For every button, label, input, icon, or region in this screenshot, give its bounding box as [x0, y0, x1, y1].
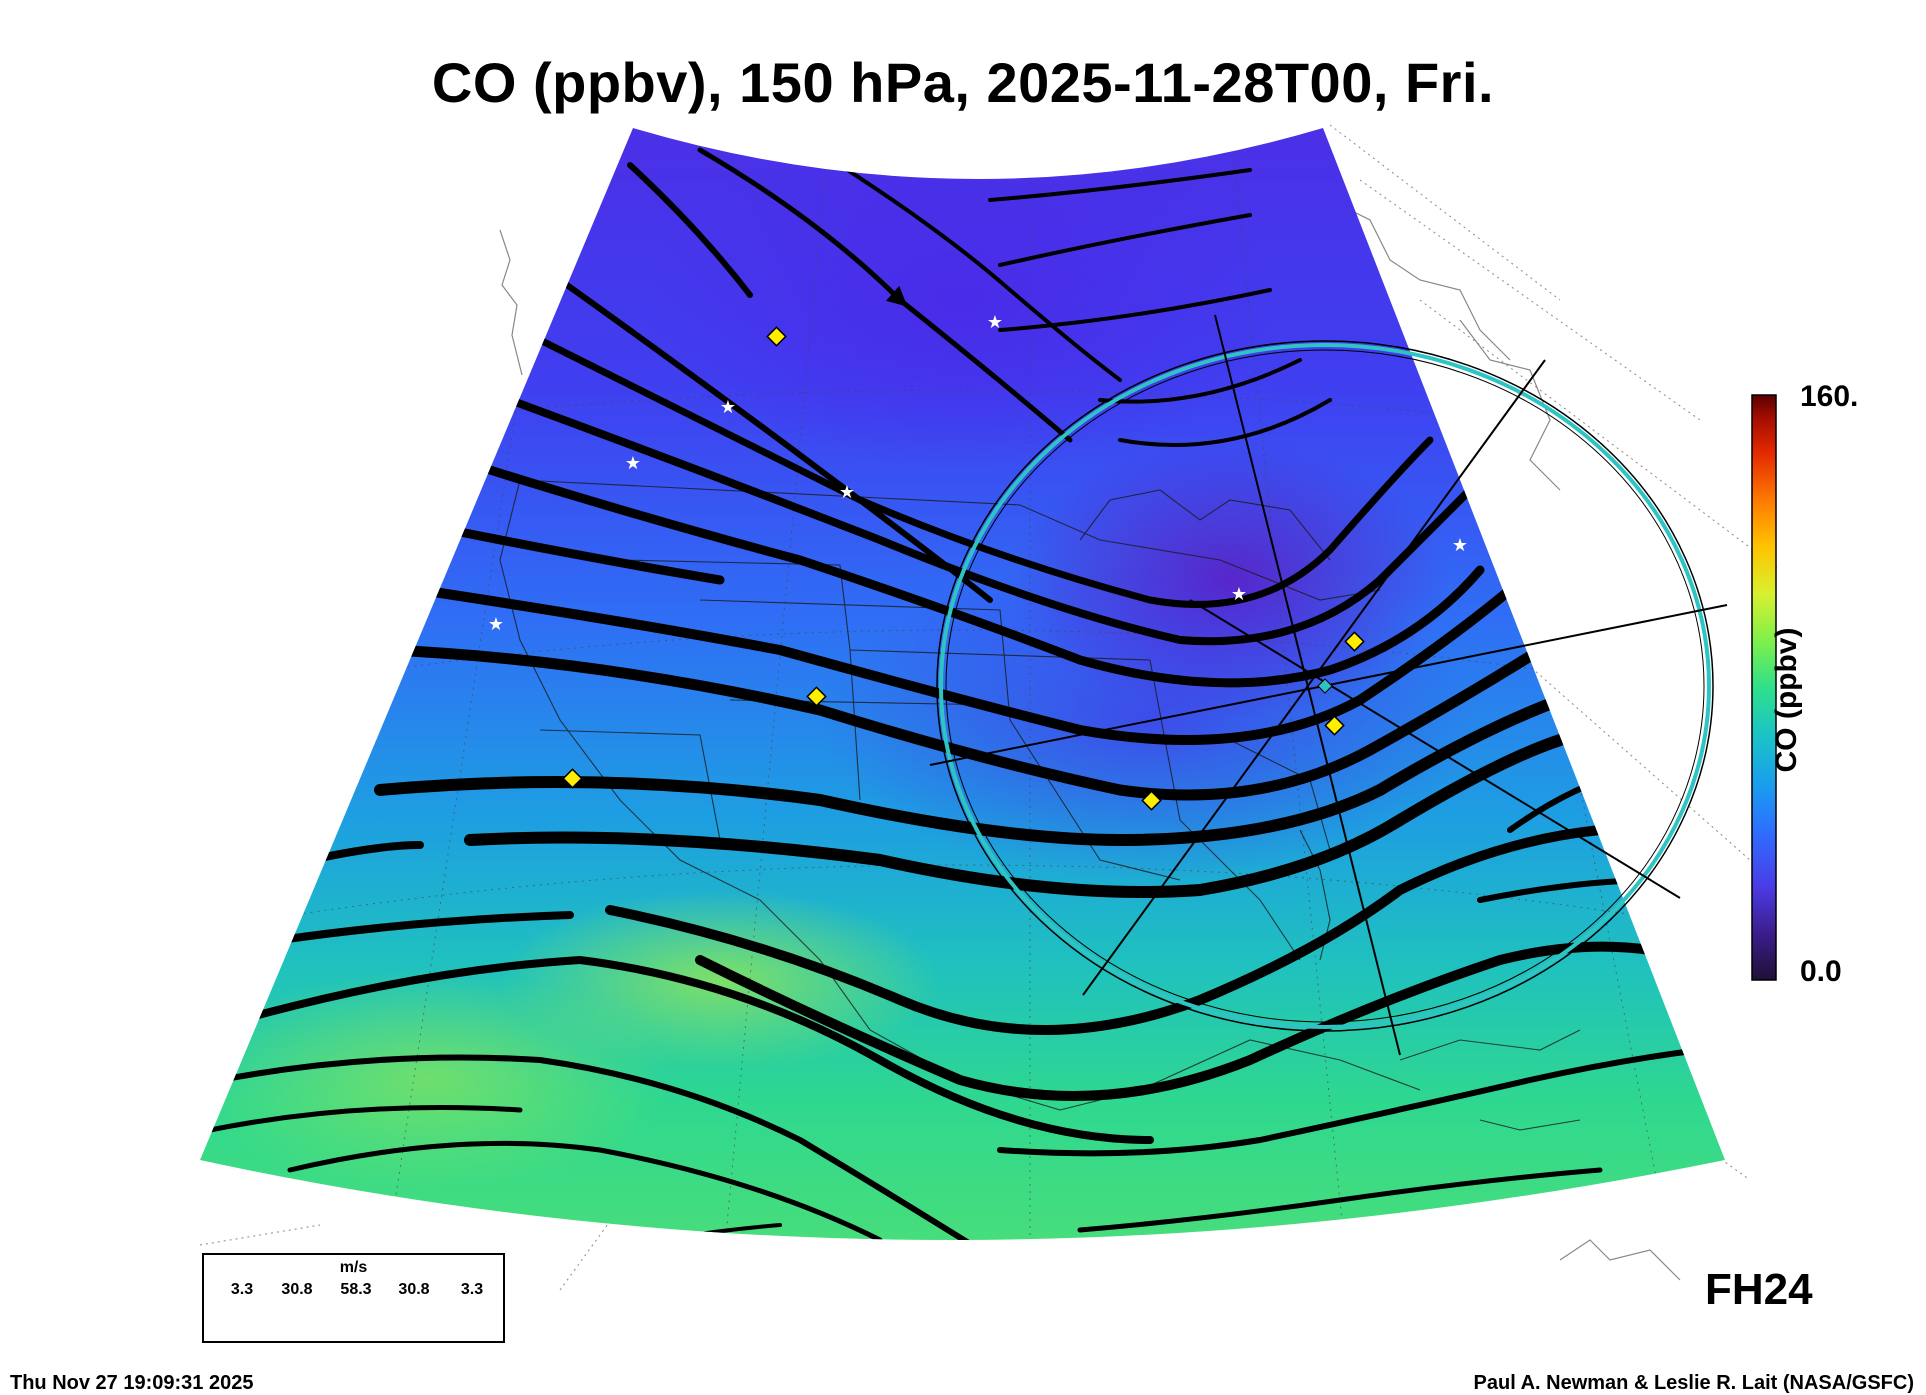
author-credit: Paul A. Newman & Leslie R. Lait (NASA/GS…	[1473, 1372, 1914, 1394]
coastline-outer	[499, 199, 1681, 1281]
colorbar	[1751, 394, 1777, 981]
streamline	[217, 1054, 983, 1240]
streamline	[988, 168, 1252, 202]
streamline	[695, 941, 1655, 1101]
streamline	[997, 1047, 1703, 1157]
wind-legend-value: 30.8	[281, 1281, 313, 1298]
streamline	[1098, 358, 1302, 404]
station-star: ★	[839, 482, 855, 502]
station-diamond	[766, 326, 787, 347]
streamline	[998, 213, 1252, 267]
streamline	[627, 162, 753, 298]
streamline	[445, 525, 725, 585]
streamline	[798, 138, 1122, 382]
streamline	[605, 825, 1605, 1035]
wind-legend-value: 30.8	[398, 1281, 430, 1298]
streamline	[485, 465, 1485, 688]
map-title: CO (ppbv), 150 hPa, 2025-11-28T00, Fri.	[431, 51, 1495, 114]
streamline	[287, 1140, 883, 1240]
station-star: ★	[720, 397, 736, 417]
streamline	[464, 734, 1566, 898]
streamline	[697, 147, 1073, 443]
forecast-hour-label: FH24	[1705, 1265, 1813, 1314]
streamline	[506, 396, 1474, 646]
station-diamond	[1324, 715, 1345, 736]
station-star: ★	[1231, 584, 1247, 604]
colorbar-min-label: 0.0	[1800, 955, 1842, 988]
station-diamond	[1141, 790, 1162, 811]
streamline	[384, 644, 1546, 801]
streamline	[276, 911, 574, 944]
station-diamond	[562, 768, 583, 789]
streamline	[236, 955, 1154, 1144]
colorbar-max-label: 160.	[1800, 380, 1859, 413]
flight-ring	[929, 314, 1728, 1056]
streamline	[207, 1105, 523, 1133]
streamline	[536, 336, 1434, 608]
star-markers: ★ ★ ★ ★ ★ ★ ★	[488, 312, 1468, 634]
streamline	[1077, 1167, 1603, 1233]
station-diamond	[1344, 631, 1365, 652]
wind-legend-value: 3.3	[460, 1281, 484, 1298]
station-star: ★	[488, 614, 504, 634]
wind-legend: m/s 3.3 30.8 58.3 30.8 3.3	[202, 1253, 505, 1343]
streamline	[374, 694, 1566, 847]
wind-legend-unit: m/s	[339, 1259, 368, 1276]
wind-legend-value: 58.3	[340, 1281, 372, 1298]
streamline	[1398, 1208, 1642, 1240]
center-marker	[1317, 678, 1333, 694]
streamline	[415, 585, 1515, 745]
station-diamond	[806, 686, 827, 707]
station-star: ★	[625, 453, 641, 473]
station-star: ★	[1452, 535, 1468, 555]
station-star: ★	[987, 312, 1003, 332]
streamline	[1118, 398, 1332, 447]
colorbar-title: CO (ppbv)	[1770, 627, 1803, 773]
streamline	[998, 288, 1272, 332]
streamlines	[207, 138, 1703, 1240]
wind-legend-value: 3.3	[230, 1281, 254, 1298]
station-markers	[562, 326, 1365, 811]
generation-timestamp: Thu Nov 27 19:09:31 2025	[10, 1372, 254, 1394]
